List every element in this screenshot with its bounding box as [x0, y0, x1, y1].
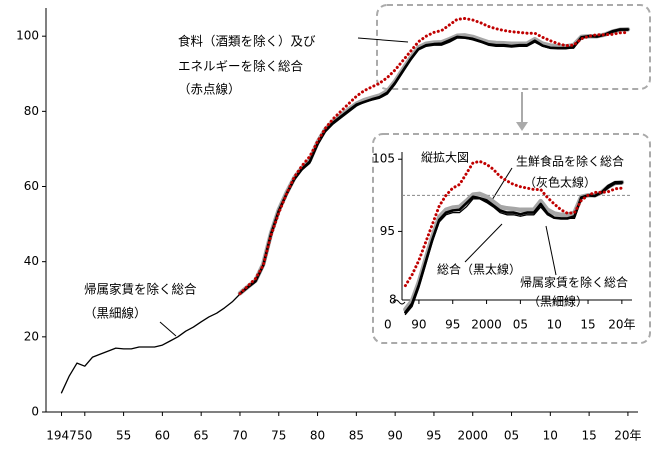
axis-break	[392, 299, 406, 305]
annotation: （灰色太線）	[524, 175, 596, 190]
annotation: 食料（酒類を除く）及び	[178, 34, 316, 49]
zoom-region	[376, 4, 651, 90]
axis-break-label: 8	[389, 293, 397, 307]
x-tick-label: 2000	[457, 429, 488, 443]
annotation: （赤点線）	[178, 82, 241, 97]
y-tick-label: 20	[24, 329, 39, 343]
inset-title: 縦拡大図	[421, 151, 469, 165]
x-tick-label: 10	[543, 429, 558, 443]
annotation: 帰属家賃を除く総合	[84, 282, 197, 297]
line-series	[238, 17, 630, 296]
x-tick-label: 55	[116, 429, 131, 443]
y-tick-label: 105	[372, 152, 395, 166]
annotation: 帰属家賃を除く総合	[520, 275, 628, 290]
leader-line	[464, 223, 503, 263]
arrow-head	[516, 122, 528, 131]
x-tick-label: 50	[77, 429, 92, 443]
leader-line	[491, 167, 513, 201]
y-tick-label: 40	[24, 254, 39, 268]
y-tick-label: 80	[24, 104, 39, 118]
x-tick-label: 90	[388, 429, 403, 443]
x-tick-label: 05	[513, 318, 528, 332]
y-tick-label: 60	[24, 179, 39, 193]
x-tick-label: 15	[581, 429, 596, 443]
leader-line	[545, 225, 557, 276]
x-tick-label: 75	[271, 429, 286, 443]
x-tick-label: 10	[547, 318, 562, 332]
x-tick-label: 70	[232, 429, 247, 443]
y-tick-label: 95	[380, 224, 395, 238]
y-tick-label: 0	[31, 405, 39, 419]
x-tick-label: 15	[580, 318, 595, 332]
x-tick-label: 20年	[614, 429, 641, 443]
x-tick-label: 60	[155, 429, 170, 443]
axis-break-label: 0	[384, 318, 392, 332]
line-series	[403, 159, 624, 288]
line-series	[404, 183, 623, 316]
x-tick-label: 05	[504, 429, 519, 443]
annotation: エネルギーを除く総合	[178, 59, 304, 74]
inset-frame	[372, 133, 651, 344]
y-tick-label: 100	[16, 29, 39, 43]
annotation: （黒細線）	[84, 306, 147, 321]
leader-line	[159, 321, 177, 337]
x-tick-label: 90	[411, 318, 426, 332]
annotation: 生鮮食品を除く総合	[516, 154, 624, 169]
x-tick-label: 2000	[471, 318, 502, 332]
x-tick-label: 85	[349, 429, 364, 443]
annotation: （黒細線）	[528, 294, 588, 309]
x-tick-label: 80	[310, 429, 325, 443]
annotation: 総合（黒太線）	[437, 262, 521, 277]
x-tick-label: 1947	[46, 429, 77, 443]
x-tick-label: 95	[445, 318, 460, 332]
x-tick-label: 65	[194, 429, 209, 443]
x-tick-label: 95	[426, 429, 441, 443]
line-series	[60, 29, 629, 394]
leader-line	[357, 37, 409, 43]
x-tick-label: 20年	[608, 318, 635, 332]
